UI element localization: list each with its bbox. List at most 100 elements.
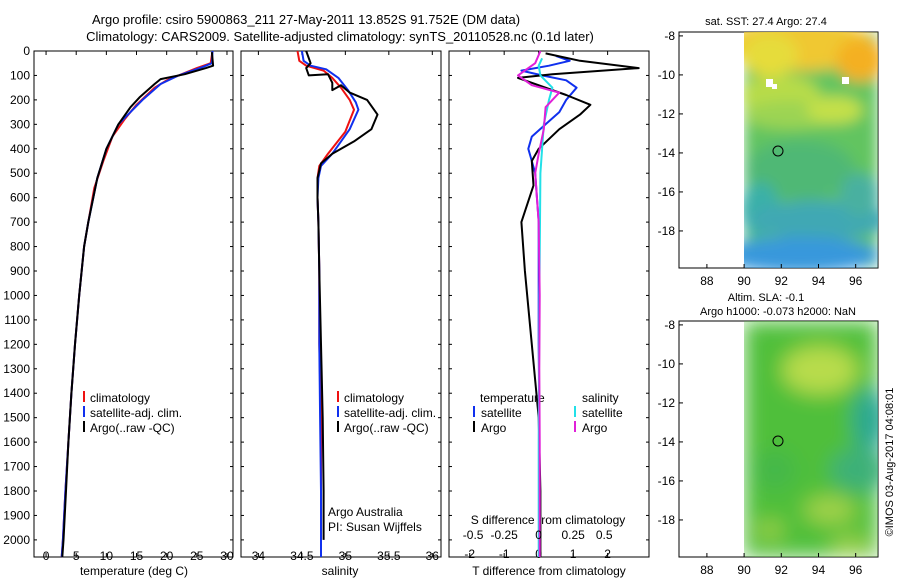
profile-line-differences-s-argo (517, 50, 561, 557)
depth-tick-label: 800 (10, 240, 30, 254)
diff-top-tick-label: -0.5 (463, 528, 484, 542)
map-x-tick-label: 90 (737, 563, 751, 577)
salinity-axes (240, 50, 442, 558)
x-tick-label: 15 (130, 549, 144, 563)
x-tick-label: 10 (100, 549, 114, 563)
diff-top-tick-label: 0.25 (561, 528, 585, 542)
map-x-tick-label: 92 (775, 274, 789, 288)
difference-axes (448, 50, 650, 558)
depth-tick-label: 300 (10, 117, 30, 131)
salinity-xlabel: salinity (322, 564, 359, 578)
map-y-tick-label: -12 (658, 107, 676, 121)
depth-tick-label: 400 (10, 142, 30, 156)
temp-legend-clim: climatology (90, 391, 150, 405)
diff-top-tick-label: 0.5 (596, 528, 613, 542)
sal-legend-sat: satellite-adj. clim. (344, 406, 436, 420)
diff-legend-targo: Argo (481, 421, 507, 435)
depth-tick-label: 1300 (3, 362, 30, 376)
sla-float-marker (772, 435, 784, 447)
chart-marks: 0100200300400500600700800900100011001200… (3, 29, 862, 577)
map-y-tick-label: -8 (664, 29, 675, 43)
depth-tick-label: 1600 (3, 435, 30, 449)
temperature-xlabel: temperature (deg C) (80, 564, 188, 578)
depth-tick-label: 1900 (3, 508, 30, 522)
sla-title-line1: Altim. SLA: -0.1 (728, 292, 804, 304)
map-y-tick-label: -14 (658, 146, 676, 160)
depth-tick-label: 1700 (3, 460, 30, 474)
map-x-tick-label: 96 (849, 274, 863, 288)
map-y-tick-label: -16 (658, 185, 676, 199)
temp-legend-sat: satellite-adj. clim. (90, 406, 182, 420)
depth-tick-label: 500 (10, 166, 30, 180)
diff-legend-tsat: satellite (481, 406, 522, 420)
sst-map-panel: sat. SST: 27.4 Argo: 27.4 (678, 16, 879, 269)
depth-tick-label: 0 (23, 44, 30, 58)
x-tick-label: 25 (190, 549, 204, 563)
header-line2: Climatology: CARS2009. Satellite-adjuste… (86, 29, 594, 44)
profile-line-salinity-satellite (300, 50, 360, 557)
depth-tick-label: 1100 (4, 313, 30, 327)
x-tick-label: -2 (464, 547, 475, 561)
x-tick-label: 35.5 (377, 549, 401, 563)
salinity-annotation-line1: Argo Australia (328, 505, 403, 519)
sst-heatmap (744, 32, 878, 268)
sla-map-panel: Altim. SLA: -0.1 Argo h1000: -0.073 h200… (678, 292, 879, 558)
diff-legend-sargo: Argo (582, 421, 608, 435)
sst-float-marker (772, 145, 784, 157)
map-x-tick-label: 90 (737, 274, 751, 288)
depth-tick-label: 100 (10, 68, 30, 82)
depth-tick-label: 700 (10, 215, 30, 229)
profile-line-temperature-climatology (60, 50, 214, 558)
profile-line-salinity-climatology (296, 50, 355, 557)
depth-tick-label: 1500 (3, 411, 30, 425)
profile-line-temperature-satellite (60, 50, 214, 558)
depth-tick-label: 1200 (3, 337, 30, 351)
diff-top-tick-label: 0 (535, 528, 542, 542)
sst-title: sat. SST: 27.4 Argo: 27.4 (705, 16, 827, 28)
map-x-tick-label: 88 (700, 274, 714, 288)
header-line1: Argo profile: csiro 5900863_211 27-May-2… (92, 12, 520, 27)
map-x-tick-label: 94 (812, 274, 826, 288)
map-y-tick-label: -10 (658, 68, 676, 82)
x-tick-label: 1 (570, 547, 577, 561)
map-x-tick-label: 92 (775, 563, 789, 577)
credit-text: ©IMOS 03-Aug-2017 04:08:01 (884, 388, 896, 537)
x-tick-label: 36 (426, 549, 440, 563)
map-y-tick-label: -14 (658, 435, 676, 449)
diff-legend-ssat: satellite (582, 406, 623, 420)
diff-legend-sal-title: salinity (582, 391, 619, 405)
sla-heatmap (744, 321, 878, 557)
map-x-tick-label: 96 (849, 563, 863, 577)
temperature-axes (33, 50, 234, 558)
profile-line-differences-t-satellite (520, 54, 578, 557)
map-y-tick-label: -10 (658, 357, 676, 371)
map-x-tick-label: 88 (700, 563, 714, 577)
depth-tick-label: 200 (10, 93, 30, 107)
salinity-legend: climatology satellite-adj. clim. Argo(..… (328, 391, 436, 534)
x-tick-label: 30 (220, 549, 234, 563)
map-y-tick-label: -8 (664, 318, 675, 332)
sal-legend-clim: climatology (344, 391, 404, 405)
x-tick-label: 0 (43, 549, 50, 563)
x-tick-label: 35 (339, 549, 353, 563)
depth-tick-label: 2000 (3, 533, 30, 547)
map-y-tick-label: -18 (658, 513, 676, 527)
difference-legend: temperature salinity satellite Argo sate… (471, 391, 626, 527)
diff-top-axis-label: S difference from climatology (471, 513, 626, 527)
x-tick-label: 2 (604, 547, 611, 561)
x-tick-label: 20 (160, 549, 174, 563)
profile-line-temperature-argo (61, 52, 215, 558)
temp-legend-argo: Argo(..raw -QC) (90, 421, 175, 435)
map-y-tick-label: -18 (658, 224, 676, 238)
salinity-annotation-line2: PI: Susan Wijffels (328, 520, 422, 534)
depth-tick-label: 900 (10, 264, 30, 278)
x-tick-label: 5 (73, 549, 80, 563)
diff-top-tick-label: -0.25 (490, 528, 518, 542)
x-tick-label: -1 (499, 547, 510, 561)
depth-tick-label: 1800 (3, 484, 30, 498)
depth-tick-label: 1400 (3, 386, 30, 400)
map-x-tick-label: 94 (812, 563, 826, 577)
x-tick-label: 34.5 (290, 549, 314, 563)
depth-tick-label: 600 (10, 191, 30, 205)
